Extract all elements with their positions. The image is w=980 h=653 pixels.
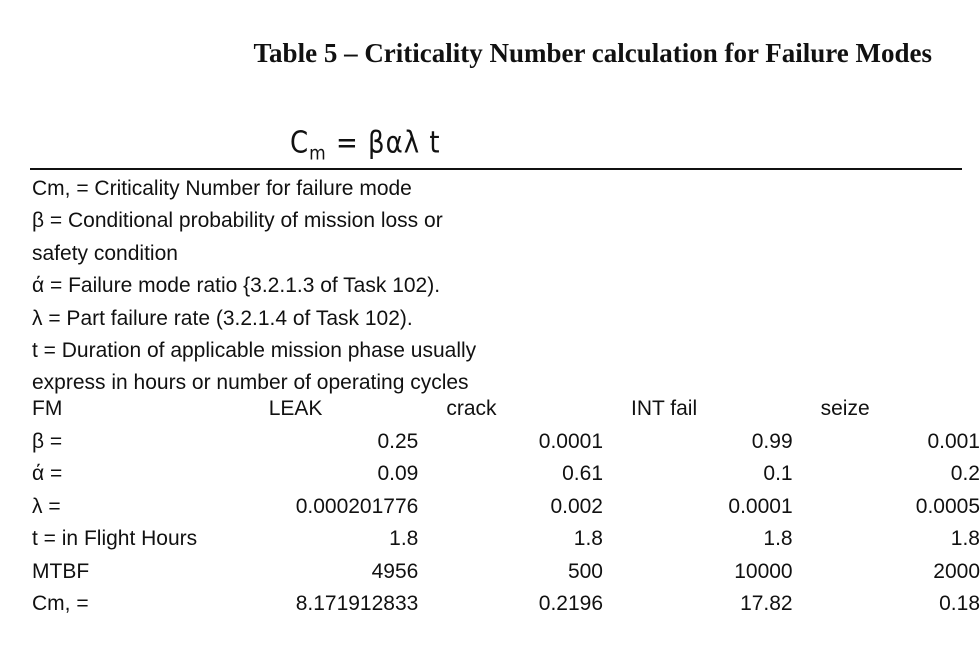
table-cell: 0.61: [562, 462, 603, 486]
criticality-formula: Cm = βαλ t: [290, 126, 441, 165]
table-row: Cm, = 8.171912833 0.2196 17.82 0.18: [32, 588, 980, 621]
table-title: Table 5 – Criticality Number calculation…: [253, 38, 932, 68]
table-cell: 0.0005: [915, 494, 980, 518]
criticality-table: FM LEAK crack INT fail seize β = 0.25 0.…: [32, 393, 980, 621]
definitions-list: Cm, = Criticality Number for failure mod…: [32, 173, 592, 400]
table-cell: 0.25: [377, 429, 419, 453]
table-row: t = in Flight Hours 1.8 1.8 1.8 1.8: [32, 523, 980, 556]
table-cell: 1.8: [763, 527, 793, 551]
formula-rhs: = βαλ t: [335, 126, 441, 161]
column-header: LEAK: [268, 397, 323, 421]
column-header: FM: [32, 397, 63, 421]
definition-line: express in hours or number of operating …: [32, 371, 469, 395]
table-cell: 1.8: [573, 527, 603, 551]
row-label: MTBF: [32, 559, 90, 583]
definition-line: Cm, = Criticality Number for failure mod…: [32, 177, 412, 200]
table-row: β = 0.25 0.0001 0.99 0.001: [32, 426, 980, 459]
table-cell: 500: [567, 559, 603, 583]
row-label: β =: [32, 429, 63, 453]
row-label: Cm, =: [32, 592, 89, 616]
table-cell: 0.001: [927, 429, 980, 453]
table-cell: 8.171912833: [295, 592, 419, 616]
definition-line: t = Duration of applicable mission phase…: [32, 339, 477, 363]
table-cell: 0.2196: [538, 592, 603, 616]
table-cell: 1.8: [389, 527, 419, 551]
divider-line: [30, 168, 962, 170]
definition-line: β = Conditional probability of mission l…: [32, 209, 443, 233]
table-row: ά = 0.09 0.61 0.1 0.2: [32, 458, 980, 491]
formula-lhs-subscript: m: [309, 142, 327, 166]
table-cell: 0.18: [939, 592, 980, 616]
table-cell: 4956: [371, 559, 419, 583]
table-cell: 0.2: [950, 462, 980, 486]
table-cell: 0.0001: [538, 429, 603, 453]
definition-line: safety condition: [32, 241, 178, 265]
table-cell: 0.99: [751, 429, 793, 453]
table-cell: 0.1: [763, 462, 793, 486]
column-header: INT fail: [631, 397, 698, 421]
row-label: ά =: [32, 462, 63, 486]
table-cell: 10000: [734, 559, 793, 583]
table-cell: 0.09: [377, 462, 419, 486]
table-cell: 2000: [933, 559, 980, 583]
formula-lhs: C: [290, 126, 310, 161]
row-label: t = in Flight Hours: [32, 527, 198, 551]
table-cell: 0.000201776: [295, 494, 419, 518]
table-cell: 1.8: [950, 527, 980, 551]
column-header: seize: [820, 397, 870, 421]
definition-line: λ = Part failure rate (3.2.1.4 of Task 1…: [32, 306, 413, 330]
table-cell: 0.002: [550, 494, 603, 518]
row-label: λ =: [32, 494, 61, 518]
table-row: MTBF 4956 500 10000 2000: [32, 556, 980, 589]
column-header: crack: [446, 397, 497, 421]
definition-line: ά = Failure mode ratio {3.2.1.3 of Task …: [32, 274, 441, 298]
table-row: λ = 0.000201776 0.002 0.0001 0.0005: [32, 491, 980, 524]
table-cell: 0.0001: [728, 494, 793, 518]
table-header-row: FM LEAK crack INT fail seize: [32, 393, 980, 426]
table-cell: 17.82: [740, 592, 793, 616]
